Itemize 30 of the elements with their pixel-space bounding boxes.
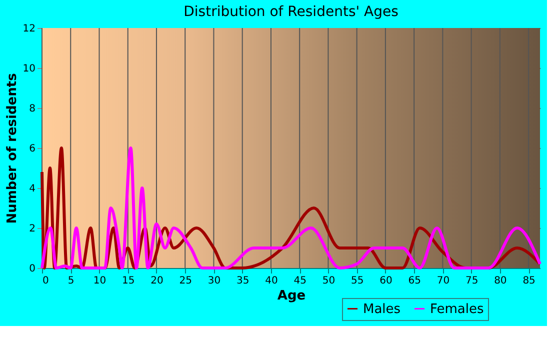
chart-title: Distribution of Residents' Ages — [184, 4, 398, 20]
y-tick-label: 10 — [22, 64, 36, 74]
x-tick-label: 60 — [380, 276, 392, 286]
x-tick-label: 40 — [265, 276, 278, 286]
y-tick-label: 0 — [29, 264, 36, 274]
x-tick-label: 5 — [68, 276, 74, 286]
y-axis-title: Number of residents — [4, 72, 20, 224]
y-tick-label: 4 — [29, 184, 36, 194]
y-tick-label: 2 — [29, 224, 36, 234]
y-tick-label: 6 — [29, 144, 36, 154]
x-tick-label: 80 — [494, 276, 507, 286]
x-tick-label: 20 — [150, 276, 164, 286]
x-tick-label: 45 — [294, 276, 306, 286]
x-tick-label: 15 — [122, 276, 135, 286]
x-tick-label: 85 — [522, 276, 536, 286]
x-tick-label: 25 — [179, 276, 192, 286]
x-tick-label: 10 — [93, 276, 106, 286]
y-tick-label: 12 — [22, 24, 36, 34]
x-tick-label: 35 — [236, 276, 250, 286]
x-tick-label: 50 — [322, 276, 336, 286]
legend-label: Males — [363, 302, 401, 317]
x-tick-label: 75 — [465, 276, 478, 286]
x-tick-label: 55 — [350, 276, 364, 286]
legend-label: Females — [430, 302, 484, 317]
y-tick-label: 8 — [29, 104, 36, 114]
x-tick-label: 70 — [436, 276, 450, 286]
x-tick-label: 30 — [208, 276, 221, 286]
x-tick-label: 65 — [408, 276, 421, 286]
x-tick-label: 0 — [42, 276, 49, 286]
x-axis-title: Age — [277, 288, 306, 304]
